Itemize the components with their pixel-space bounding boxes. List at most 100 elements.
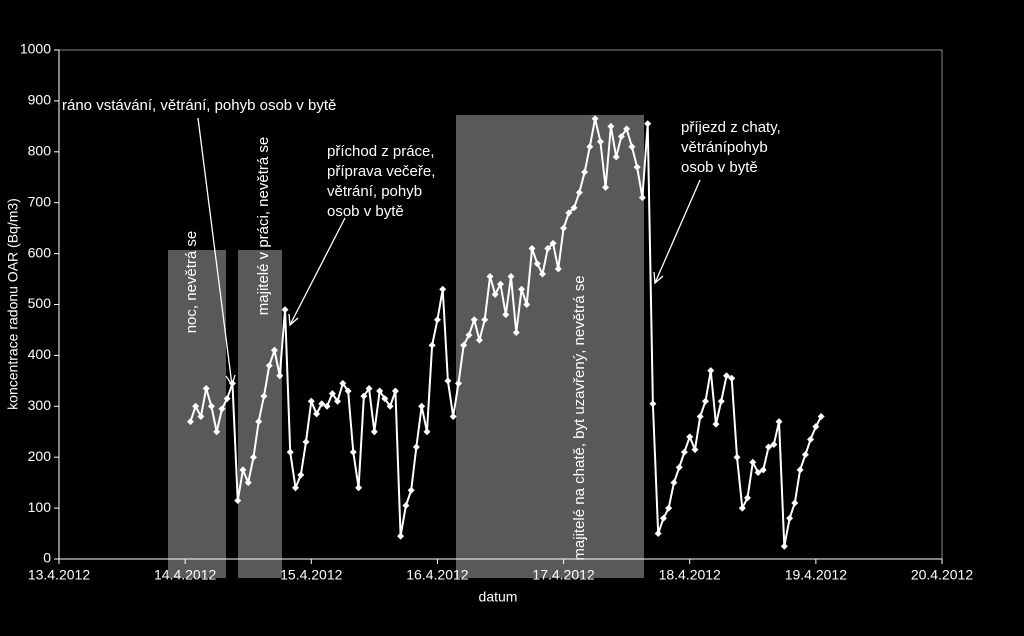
data-point — [607, 122, 615, 130]
data-point — [560, 224, 568, 232]
data-point — [738, 504, 746, 512]
y-tick-label: 800 — [28, 143, 52, 159]
data-point — [539, 270, 547, 278]
annotation: větránípohyb — [681, 139, 768, 156]
arrow-head — [653, 271, 664, 285]
data-point — [234, 496, 242, 504]
data-point — [355, 484, 363, 492]
data-point — [544, 245, 552, 253]
y-axis-label: koncentrace radonu OAR (Bq/m3) — [5, 198, 21, 410]
y-tick-label: 200 — [28, 448, 52, 464]
x-tick-label: 13.4.2012 — [28, 567, 90, 583]
y-tick-label: 700 — [28, 193, 52, 209]
data-point — [780, 542, 788, 550]
x-tick-label: 18.4.2012 — [659, 567, 721, 583]
data-point — [675, 463, 683, 471]
data-point — [412, 443, 420, 451]
data-point — [659, 514, 667, 522]
annotation: příchod z práce, — [327, 143, 435, 160]
data-point — [397, 532, 405, 540]
annotation: ráno vstávání, větrání, pohyb osob v byt… — [62, 97, 336, 114]
data-point — [433, 316, 441, 324]
data-point — [339, 379, 347, 387]
data-point — [360, 392, 368, 400]
data-point — [460, 341, 468, 349]
data-point — [765, 443, 773, 451]
annotation: majitelé v práci, nevětrá se — [255, 137, 272, 315]
x-tick-label: 20.4.2012 — [911, 567, 973, 583]
data-point — [391, 387, 399, 395]
y-tick-label: 500 — [28, 295, 52, 311]
data-point — [470, 316, 478, 324]
data-point — [581, 168, 589, 176]
data-point — [344, 387, 352, 395]
data-point — [223, 395, 231, 403]
data-point — [791, 499, 799, 507]
data-point — [701, 397, 709, 405]
data-point — [570, 204, 578, 212]
data-point — [202, 384, 210, 392]
data-point — [696, 412, 704, 420]
x-tick-label: 16.4.2012 — [406, 567, 468, 583]
data-point — [554, 265, 562, 273]
data-point — [286, 448, 294, 456]
annotation: osob v bytě — [327, 203, 404, 220]
data-point — [402, 502, 410, 510]
data-point — [754, 468, 762, 476]
data-point — [475, 336, 483, 344]
data-point — [218, 405, 226, 413]
data-point — [812, 423, 820, 431]
data-point — [733, 453, 741, 461]
data-point — [370, 428, 378, 436]
arrow — [654, 179, 701, 284]
data-point — [349, 448, 357, 456]
series — [186, 115, 825, 550]
data-point — [260, 392, 268, 400]
data-point — [533, 260, 541, 268]
data-point — [255, 418, 263, 426]
data-point — [323, 402, 331, 410]
data-point — [623, 125, 631, 133]
x-axis-label: datum — [479, 589, 518, 605]
data-point — [381, 395, 389, 403]
data-point — [197, 412, 205, 420]
shaded-periods — [168, 115, 644, 578]
y-tick-label: 100 — [28, 499, 52, 515]
annotation: osob v bytě — [681, 159, 758, 176]
data-point — [386, 402, 394, 410]
data-point — [633, 163, 641, 171]
data-point — [723, 372, 731, 380]
data-point — [654, 530, 662, 538]
data-point — [407, 486, 415, 494]
data-point — [423, 428, 431, 436]
data-point — [318, 400, 326, 408]
data-point — [743, 494, 751, 502]
y-tick-label: 600 — [28, 244, 52, 260]
data-point — [612, 153, 620, 161]
data-point — [617, 133, 625, 141]
data-point — [428, 341, 436, 349]
data-point — [796, 466, 804, 474]
data-point — [549, 239, 557, 247]
data-point — [670, 479, 678, 487]
x-tick-label: 15.4.2012 — [280, 567, 342, 583]
period-box — [168, 250, 226, 578]
data-point — [649, 400, 657, 408]
data-point — [307, 397, 315, 405]
data-point — [297, 471, 305, 479]
data-point — [491, 290, 499, 298]
data-point — [465, 331, 473, 339]
x-tick-label: 14.4.2012 — [154, 567, 216, 583]
data-point — [365, 384, 373, 392]
y-tick-label: 1000 — [20, 41, 51, 57]
data-point — [518, 285, 526, 293]
arrow-head — [225, 374, 236, 387]
data-point — [728, 374, 736, 382]
data-point — [207, 402, 215, 410]
y-tick-label: 300 — [28, 397, 52, 413]
data-point — [192, 402, 200, 410]
data-point — [712, 420, 720, 428]
x-tick-label: 17.4.2012 — [532, 567, 594, 583]
data-point — [481, 316, 489, 324]
annotation: příprava večeře, — [327, 163, 435, 180]
